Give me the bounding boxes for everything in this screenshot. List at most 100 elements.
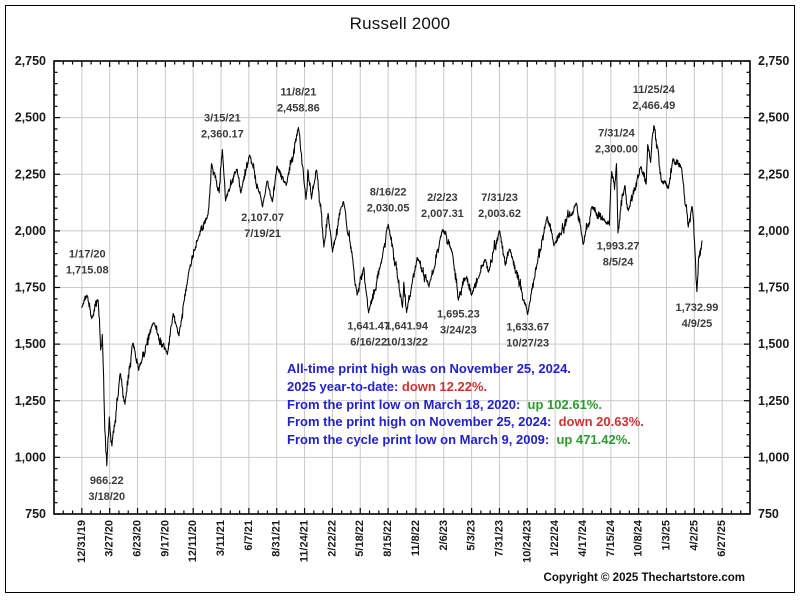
annotation-label: 3/24/23 bbox=[440, 325, 477, 337]
chart-frame bbox=[5, 5, 795, 593]
y-tick-label: 2,500 bbox=[758, 111, 789, 125]
annotation-label: 2,003.62 bbox=[478, 208, 521, 220]
commentary-line: From the print low on March 18, 2020: up… bbox=[287, 396, 644, 414]
annotation-label: 2,030.05 bbox=[367, 202, 410, 214]
annotation-label: 10/13/22 bbox=[385, 336, 428, 348]
y-tick-label: 1,250 bbox=[758, 394, 789, 408]
x-axis-labels: 12/31/19 3/27/20 6/23/20 9/17/20 12/11/20 3/1… bbox=[76, 519, 728, 563]
x-tick-label: 9/17/20 bbox=[159, 520, 171, 557]
commentary-segment: up 102.61%. bbox=[527, 396, 602, 412]
x-tick-label: 10/24/23 bbox=[521, 520, 533, 563]
x-tick-label: 11/8/22 bbox=[410, 520, 422, 556]
x-tick-label: 2/6/23 bbox=[438, 520, 450, 551]
commentary-line: All-time print high was on November 25, … bbox=[287, 360, 644, 378]
x-tick-label: 6/7/21 bbox=[243, 520, 255, 551]
annotation-label: 7/19/21 bbox=[244, 228, 281, 240]
x-tick-label: 11/24/21 bbox=[299, 520, 311, 562]
commentary-line: 2025 year-to-date: down 12.22%. bbox=[287, 378, 644, 396]
annotation-label: 1,715.08 bbox=[66, 265, 109, 277]
x-tick-label: 5/3/23 bbox=[466, 520, 478, 551]
annotation-label: 2,466.49 bbox=[632, 100, 675, 112]
x-tick-label: 5/18/22 bbox=[354, 520, 366, 557]
annotation-label: 7/31/23 bbox=[481, 192, 518, 204]
commentary-segment: All-time print high was on November 25, … bbox=[287, 361, 571, 376]
chart-annotations: 1/17/20 1,715.08 966.22 3/18/20 3/15/21 2,360… bbox=[66, 84, 718, 503]
x-tick-label: 12/11/20 bbox=[187, 520, 199, 562]
x-tick-label: 12/31/19 bbox=[76, 520, 88, 563]
x-tick-label: 10/8/24 bbox=[633, 519, 645, 557]
x-tick-label: 1/3/25 bbox=[660, 520, 672, 551]
commentary-segment: up 471.42%. bbox=[556, 432, 631, 448]
annotation-label: 8/5/24 bbox=[603, 257, 634, 269]
annotation-label: 1,633.67 bbox=[506, 322, 549, 334]
y-tick-label: 1,000 bbox=[758, 450, 789, 464]
annotation-label: 2/2/23 bbox=[427, 192, 458, 204]
commentary-block: All-time print high was on November 25, … bbox=[287, 360, 644, 449]
page-title: Russell 2000 bbox=[349, 14, 451, 33]
annotation-label: 1,695.23 bbox=[437, 309, 480, 321]
y-axis-labels-right: 750 1,000 1,250 1,500 1,750 2,000 2,250 2,500 2,… bbox=[758, 54, 789, 521]
x-tick-label: 6/23/20 bbox=[132, 520, 144, 557]
y-tick-label: 2,250 bbox=[15, 167, 46, 181]
x-tick-label: 1/22/24 bbox=[549, 519, 561, 557]
annotation-label: 11/8/21 bbox=[280, 86, 316, 98]
annotation-label: 8/16/22 bbox=[370, 186, 407, 198]
y-tick-label: 2,750 bbox=[15, 54, 46, 68]
annotation-label: 1/17/20 bbox=[69, 249, 106, 261]
x-tick-label: 2/22/22 bbox=[326, 520, 338, 557]
y-tick-label: 2,750 bbox=[758, 54, 789, 68]
commentary-segment: 2025 year-to-date: bbox=[287, 378, 402, 394]
annotation-label: 3/15/21 bbox=[204, 112, 241, 124]
annotation-label: 11/25/24 bbox=[633, 84, 676, 96]
annotation-label: 10/27/23 bbox=[506, 338, 549, 350]
annotation-label: 2,300.00 bbox=[595, 143, 638, 155]
annotation-label: 1,641.94 bbox=[385, 320, 429, 332]
x-tick-label: 3/11/21 bbox=[215, 520, 227, 556]
y-tick-label: 1,250 bbox=[15, 394, 46, 408]
x-tick-label: 6/27/25 bbox=[716, 520, 728, 557]
x-tick-label: 4/2/25 bbox=[688, 520, 700, 551]
commentary-segment: From the print high on November 25, 2024… bbox=[287, 414, 559, 430]
commentary-line: From the cycle print low on March 9, 200… bbox=[287, 431, 644, 449]
x-tick-label: 8/31/21 bbox=[271, 520, 283, 557]
annotation-label: 1,641.47 bbox=[347, 320, 390, 332]
y-tick-label: 1,000 bbox=[15, 450, 46, 464]
commentary-line: From the print high on November 25, 2024… bbox=[287, 413, 644, 431]
y-tick-label: 2,000 bbox=[15, 224, 46, 238]
annotation-label: 966.22 bbox=[90, 475, 124, 487]
annotation-label: 1,993.27 bbox=[597, 241, 640, 253]
x-tick-label: 7/15/24 bbox=[605, 519, 617, 557]
x-tick-label: 3/27/20 bbox=[104, 520, 116, 557]
copyright-text: Copyright © 2025 Thechartstore.com bbox=[543, 572, 745, 584]
y-tick-label: 1,750 bbox=[758, 281, 789, 295]
x-tick-label: 8/15/22 bbox=[382, 520, 394, 557]
price-line bbox=[81, 125, 703, 467]
grid-lines bbox=[54, 61, 750, 514]
y-tick-label: 1,500 bbox=[15, 337, 46, 351]
annotation-label: 2,360.17 bbox=[201, 128, 244, 140]
annotation-label: 2,107.07 bbox=[241, 212, 284, 224]
y-tick-label: 1,500 bbox=[758, 337, 789, 351]
annotation-label: 4/9/25 bbox=[682, 318, 713, 330]
annotation-label: 2,007.31 bbox=[421, 208, 464, 220]
axis-frame bbox=[53, 60, 751, 515]
y-tick-label: 2,500 bbox=[15, 111, 46, 125]
x-tick-label: 7/31/23 bbox=[493, 520, 505, 557]
y-tick-label: 750 bbox=[758, 507, 779, 521]
y-tick-label: 2,000 bbox=[758, 224, 789, 238]
commentary-segment: down 12.22%. bbox=[401, 378, 488, 394]
y-tick-label: 2,250 bbox=[758, 167, 789, 181]
y-axis-labels-left: 750 1,000 1,250 1,500 1,750 2,000 2,250 2,500 2,… bbox=[15, 54, 46, 521]
commentary-segment: From the cycle print low on March 9, 200… bbox=[287, 432, 557, 448]
y-tick-label: 750 bbox=[25, 507, 46, 521]
annotation-label: 6/16/22 bbox=[350, 336, 387, 348]
commentary-segment: From the print low on March 18, 2020: bbox=[287, 396, 528, 412]
annotation-label: 2,458.86 bbox=[277, 102, 320, 114]
annotation-label: 1,732.99 bbox=[676, 302, 719, 314]
annotation-label: 7/31/24 bbox=[598, 127, 636, 139]
y-tick-label: 1,750 bbox=[15, 281, 46, 295]
annotation-label: 3/18/20 bbox=[88, 491, 125, 503]
commentary-segment: down 20.63%. bbox=[558, 414, 644, 430]
